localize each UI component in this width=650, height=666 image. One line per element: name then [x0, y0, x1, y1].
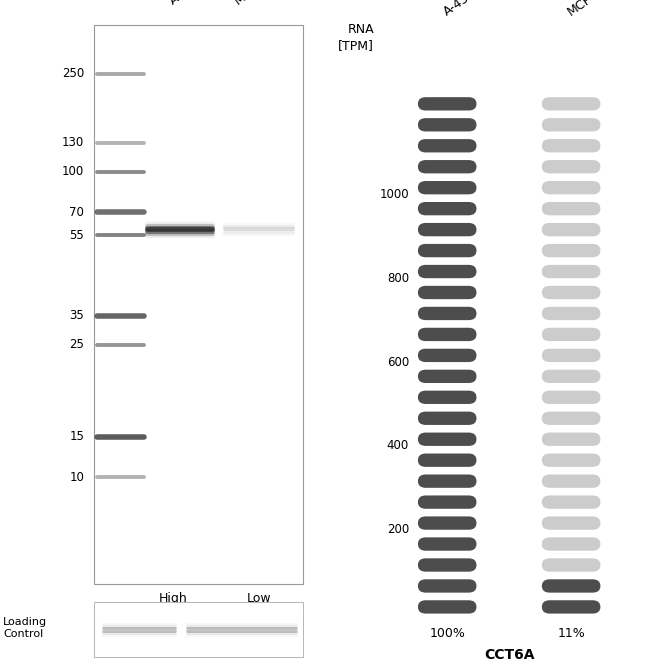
FancyBboxPatch shape — [542, 97, 601, 111]
FancyBboxPatch shape — [542, 181, 601, 194]
Text: High: High — [159, 592, 188, 605]
FancyBboxPatch shape — [418, 432, 476, 446]
Text: 100: 100 — [62, 165, 84, 178]
Text: 250: 250 — [62, 67, 84, 81]
FancyBboxPatch shape — [542, 432, 601, 446]
Text: 25: 25 — [70, 338, 84, 351]
FancyBboxPatch shape — [542, 474, 601, 488]
FancyBboxPatch shape — [542, 558, 601, 571]
FancyBboxPatch shape — [418, 412, 476, 425]
FancyBboxPatch shape — [542, 118, 601, 131]
FancyBboxPatch shape — [418, 181, 476, 194]
FancyBboxPatch shape — [418, 391, 476, 404]
FancyBboxPatch shape — [542, 391, 601, 404]
FancyBboxPatch shape — [542, 412, 601, 425]
FancyBboxPatch shape — [542, 454, 601, 467]
FancyBboxPatch shape — [542, 265, 601, 278]
FancyBboxPatch shape — [418, 558, 476, 571]
Text: 400: 400 — [387, 440, 409, 452]
FancyBboxPatch shape — [418, 265, 476, 278]
FancyBboxPatch shape — [418, 244, 476, 257]
FancyBboxPatch shape — [418, 516, 476, 529]
FancyBboxPatch shape — [542, 496, 601, 509]
FancyBboxPatch shape — [418, 307, 476, 320]
Text: MCF-7: MCF-7 — [233, 0, 272, 7]
Text: 130: 130 — [62, 137, 84, 149]
FancyBboxPatch shape — [542, 223, 601, 236]
Text: 70: 70 — [70, 206, 84, 218]
Text: 1000: 1000 — [379, 188, 409, 201]
Bar — [94, 25, 303, 583]
FancyBboxPatch shape — [418, 454, 476, 467]
Text: CCT6A: CCT6A — [484, 647, 534, 661]
FancyBboxPatch shape — [418, 286, 476, 299]
FancyBboxPatch shape — [542, 516, 601, 529]
FancyBboxPatch shape — [418, 328, 476, 341]
Text: MCF-7: MCF-7 — [566, 0, 605, 18]
Text: RNA
[TPM]: RNA [TPM] — [338, 23, 374, 52]
Text: 35: 35 — [70, 309, 84, 322]
FancyBboxPatch shape — [418, 349, 476, 362]
FancyBboxPatch shape — [418, 160, 476, 173]
FancyBboxPatch shape — [418, 97, 476, 111]
FancyBboxPatch shape — [542, 244, 601, 257]
FancyBboxPatch shape — [542, 328, 601, 341]
Text: 10: 10 — [70, 471, 84, 484]
FancyBboxPatch shape — [418, 537, 476, 551]
FancyBboxPatch shape — [418, 370, 476, 383]
Text: A-431: A-431 — [167, 0, 204, 7]
Text: A-431: A-431 — [441, 0, 479, 18]
FancyBboxPatch shape — [418, 579, 476, 593]
Text: Low: Low — [246, 592, 271, 605]
Text: 600: 600 — [387, 356, 409, 368]
FancyBboxPatch shape — [542, 307, 601, 320]
FancyBboxPatch shape — [418, 223, 476, 236]
Text: 100%: 100% — [429, 627, 465, 640]
Text: 11%: 11% — [557, 627, 585, 640]
FancyBboxPatch shape — [542, 139, 601, 153]
FancyBboxPatch shape — [542, 160, 601, 173]
FancyBboxPatch shape — [418, 474, 476, 488]
FancyBboxPatch shape — [418, 139, 476, 153]
Text: 800: 800 — [387, 272, 409, 284]
Bar — [94, 601, 303, 657]
FancyBboxPatch shape — [418, 202, 476, 215]
FancyBboxPatch shape — [542, 370, 601, 383]
FancyBboxPatch shape — [418, 496, 476, 509]
FancyBboxPatch shape — [542, 349, 601, 362]
FancyBboxPatch shape — [542, 537, 601, 551]
FancyBboxPatch shape — [542, 579, 601, 593]
Text: 200: 200 — [387, 523, 409, 536]
FancyBboxPatch shape — [542, 286, 601, 299]
FancyBboxPatch shape — [418, 118, 476, 131]
Text: 55: 55 — [70, 228, 84, 242]
Text: 15: 15 — [70, 430, 84, 444]
FancyBboxPatch shape — [542, 600, 601, 613]
FancyBboxPatch shape — [542, 202, 601, 215]
Text: Loading
Control: Loading Control — [3, 617, 47, 639]
FancyBboxPatch shape — [418, 600, 476, 613]
